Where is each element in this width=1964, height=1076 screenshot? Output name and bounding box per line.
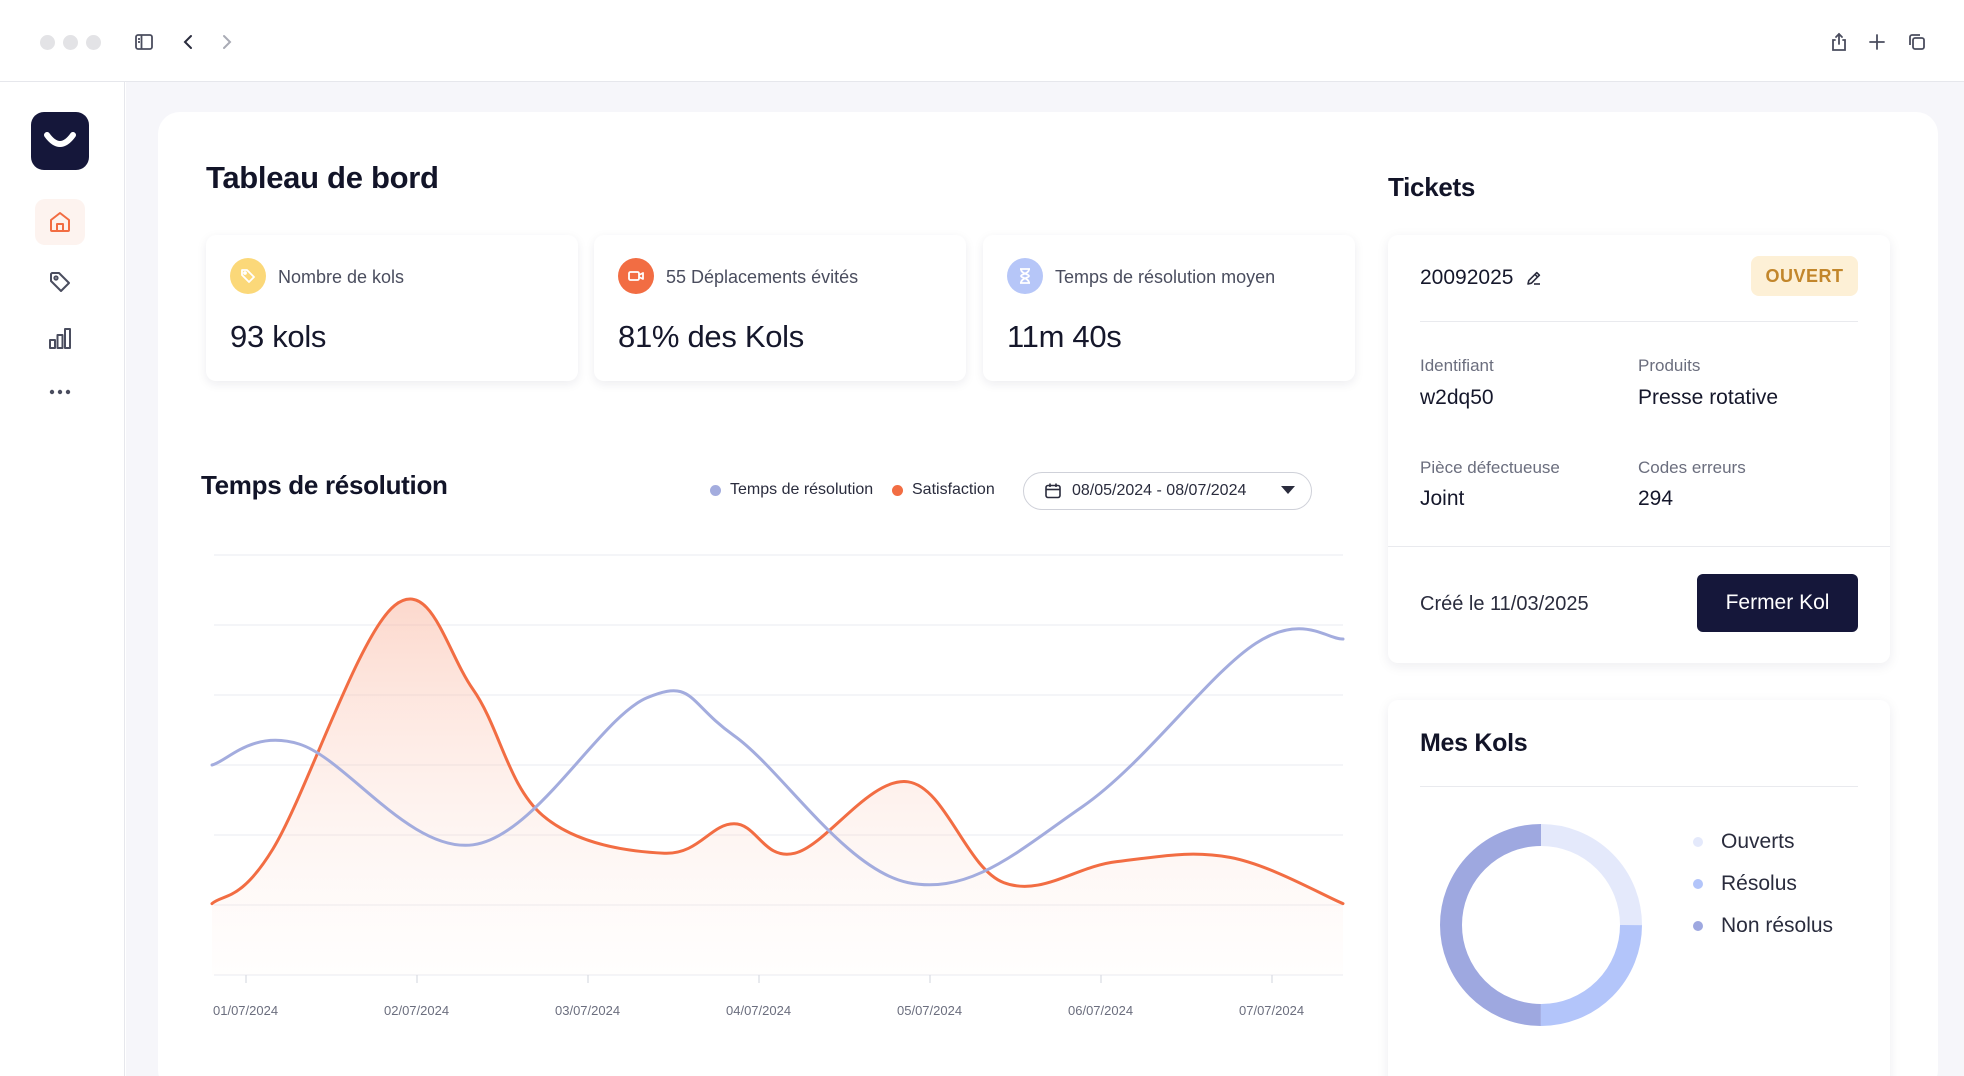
sidebar bbox=[0, 82, 125, 1076]
page-title: Tableau de bord bbox=[206, 160, 439, 195]
ticket-id: 20092025 bbox=[1420, 266, 1543, 290]
sidebar-item-tags[interactable] bbox=[35, 259, 85, 305]
stat-value: 11m 40s bbox=[1007, 319, 1122, 354]
stat-card-temps[interactable]: Temps de résolution moyen 11m 40s bbox=[983, 235, 1355, 381]
legend-satisfaction[interactable]: Satisfaction bbox=[892, 481, 995, 499]
donut-segment-r-solus[interactable] bbox=[1440, 824, 1642, 1026]
x-tick-label: 03/07/2024 bbox=[555, 1003, 621, 1018]
legend-dot bbox=[1693, 921, 1703, 931]
sidebar-item-home[interactable] bbox=[35, 199, 85, 245]
legend-dot bbox=[1693, 837, 1703, 847]
legend-temps[interactable]: Temps de résolution bbox=[710, 481, 873, 499]
window-zoom-dot[interactable] bbox=[86, 35, 101, 50]
tag-icon bbox=[230, 258, 266, 294]
resolution-chart bbox=[210, 554, 1345, 983]
divider bbox=[1388, 546, 1890, 547]
legend-label: Satisfaction bbox=[912, 481, 995, 498]
stat-card-kols[interactable]: Nombre de kols 93 kols bbox=[206, 235, 578, 381]
status-badge: OUVERT bbox=[1751, 256, 1858, 296]
field-value-piece: Joint bbox=[1420, 487, 1465, 510]
tag-icon bbox=[50, 272, 70, 292]
kols-legend-non-resolus[interactable]: Non résolus bbox=[1693, 914, 1833, 938]
field-value-codes: 294 bbox=[1638, 487, 1674, 510]
chart-title: Temps de résolution bbox=[201, 470, 448, 500]
legend-dot bbox=[892, 484, 903, 496]
share-icon[interactable] bbox=[1825, 28, 1853, 56]
kols-donut-chart bbox=[1440, 824, 1642, 1026]
divider bbox=[1420, 786, 1858, 787]
hourglass-icon bbox=[1007, 258, 1043, 294]
x-tick-label: 01/07/2024 bbox=[213, 1003, 279, 1018]
x-tick-label: 04/07/2024 bbox=[726, 1003, 792, 1018]
ticket-id-value: 20092025 bbox=[1420, 266, 1514, 289]
legend-dot bbox=[710, 484, 721, 496]
kols-card bbox=[1388, 700, 1890, 1076]
stat-label: 55 Déplacements évités bbox=[666, 267, 859, 287]
calendar-icon bbox=[1045, 483, 1061, 499]
created-date: Créé le 11/03/2025 bbox=[1420, 593, 1589, 615]
close-kol-button[interactable]: Fermer Kol bbox=[1697, 574, 1858, 632]
sidebar-item-more[interactable] bbox=[35, 369, 85, 415]
stat-label: Nombre de kols bbox=[278, 267, 405, 287]
field-label-identifiant: Identifiant bbox=[1420, 356, 1494, 375]
kols-legend-resolus[interactable]: Résolus bbox=[1693, 872, 1797, 896]
edit-icon[interactable] bbox=[1525, 269, 1543, 287]
app-logo[interactable] bbox=[31, 112, 89, 170]
window-minimize-dot[interactable] bbox=[63, 35, 78, 50]
video-icon bbox=[618, 258, 654, 294]
x-tick-label: 06/07/2024 bbox=[1068, 1003, 1134, 1018]
forward-icon[interactable] bbox=[212, 28, 240, 56]
home-icon bbox=[50, 212, 70, 232]
stat-value: 93 kols bbox=[230, 319, 327, 354]
kols-legend-ouverts[interactable]: Ouverts bbox=[1693, 830, 1795, 854]
sidebar-item-stats[interactable] bbox=[35, 315, 85, 361]
date-range-value: 08/05/2024 - 08/07/2024 bbox=[1072, 482, 1247, 499]
legend-label: Non résolus bbox=[1721, 914, 1834, 937]
legend-dot bbox=[1693, 879, 1703, 889]
x-tick-label: 05/07/2024 bbox=[897, 1003, 963, 1018]
series-line-satisfaction[interactable] bbox=[210, 597, 1345, 906]
x-tick-label: 07/07/2024 bbox=[1239, 1003, 1305, 1018]
kols-title: Mes Kols bbox=[1420, 729, 1528, 757]
field-value-produits: Presse rotative bbox=[1638, 386, 1779, 409]
series-line-temps-de-r-solution[interactable] bbox=[210, 627, 1345, 887]
x-tick-label: 02/07/2024 bbox=[384, 1003, 450, 1018]
field-label-codes: Codes erreurs bbox=[1638, 458, 1746, 477]
stat-card-deplacements[interactable]: 55 Déplacements évités 81% des Kols bbox=[594, 235, 966, 381]
legend-label: Ouverts bbox=[1721, 830, 1795, 853]
more-icon bbox=[49, 389, 71, 395]
divider bbox=[1420, 321, 1858, 322]
donut-segment-non-r-solus[interactable] bbox=[1440, 824, 1642, 1026]
sidebar-toggle-icon[interactable] bbox=[130, 28, 158, 56]
legend-label: Temps de résolution bbox=[730, 481, 874, 498]
browser-toolbar bbox=[0, 0, 1964, 82]
stat-value: 81% des Kols bbox=[618, 319, 804, 354]
series-area-satisfaction bbox=[212, 598, 1343, 975]
smile-logo-icon bbox=[44, 132, 76, 147]
new-tab-icon[interactable] bbox=[1863, 28, 1891, 56]
date-range-picker[interactable]: 08/05/2024 - 08/07/2024 bbox=[1023, 472, 1312, 510]
field-label-piece: Pièce défectueuse bbox=[1420, 458, 1560, 477]
field-value-identifiant: w2dq50 bbox=[1420, 386, 1494, 409]
tabs-icon[interactable] bbox=[1903, 28, 1931, 56]
chevron-down-icon bbox=[1281, 486, 1295, 494]
window-close-dot[interactable] bbox=[40, 35, 55, 50]
stat-label: Temps de résolution moyen bbox=[1055, 267, 1276, 287]
bar-chart-icon bbox=[49, 328, 71, 349]
field-label-produits: Produits bbox=[1638, 356, 1701, 375]
legend-label: Résolus bbox=[1721, 872, 1797, 895]
back-icon[interactable] bbox=[175, 28, 203, 56]
tickets-title: Tickets bbox=[1388, 172, 1476, 202]
